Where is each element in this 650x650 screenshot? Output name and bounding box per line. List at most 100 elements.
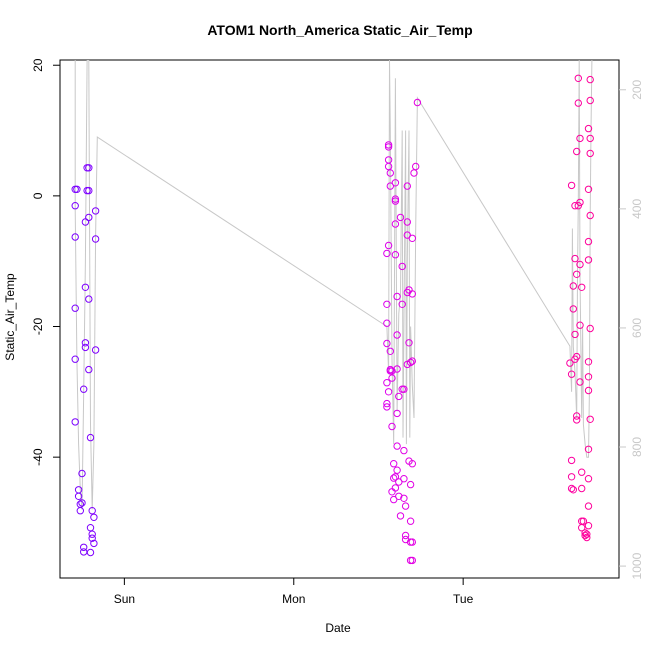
data-point [388, 367, 396, 375]
data-point [584, 256, 593, 264]
data-point [410, 169, 418, 177]
data-point [393, 292, 401, 301]
data-point [578, 468, 586, 476]
series-line [74, 60, 593, 510]
data-point [584, 445, 593, 453]
data-point [400, 446, 408, 455]
data-point [393, 466, 401, 474]
data-point [71, 233, 79, 241]
plot-frame [59, 59, 620, 579]
data-point [393, 442, 401, 450]
data-point [78, 469, 86, 478]
data-point [567, 370, 576, 378]
y-axis-label: Static_Air_Temp [3, 273, 17, 361]
data-point [86, 524, 95, 532]
right-tick-label: 200 [630, 79, 644, 99]
data-point [395, 392, 403, 401]
data-point [573, 416, 581, 424]
right-tick-label: 800 [630, 437, 644, 457]
data-point [408, 538, 416, 546]
data-point [80, 385, 88, 393]
data-point [85, 295, 93, 303]
data-point [388, 488, 396, 496]
data-point [390, 495, 398, 504]
data-point [584, 358, 593, 366]
data-point [85, 164, 93, 172]
data-point [74, 492, 83, 500]
data-point [408, 460, 416, 468]
data-point [584, 373, 593, 381]
x-tick-label: Mon [282, 592, 305, 606]
data-point [569, 282, 577, 290]
data-point [586, 149, 594, 158]
data-point [395, 478, 403, 486]
data-point [85, 365, 93, 374]
data-point [581, 531, 589, 540]
data-point [566, 359, 574, 367]
data-point [393, 331, 401, 339]
data-point [90, 539, 98, 548]
data-point [383, 300, 391, 308]
data-point [400, 494, 408, 502]
data-point [408, 556, 416, 565]
right-tick-label: 600 [630, 318, 644, 338]
data-point [584, 237, 593, 246]
data-point [78, 499, 86, 507]
data-point [383, 403, 391, 411]
right-tick-label: 1000 [630, 552, 644, 579]
data-point [405, 339, 413, 347]
data-point [74, 486, 83, 494]
data-point [406, 358, 415, 367]
data-point [408, 357, 416, 365]
data-point [90, 513, 98, 521]
data-point [388, 374, 396, 382]
data-point [391, 195, 400, 203]
data-point [395, 492, 403, 500]
data-point [586, 96, 594, 105]
chart-title: ATOM1 North_America Static_Air_Temp [207, 22, 472, 38]
data-point [567, 484, 576, 493]
data-point [86, 548, 95, 557]
data-point [571, 254, 579, 263]
data-point [386, 347, 394, 355]
data-point [85, 186, 93, 195]
x-tick-label: Sun [114, 592, 135, 606]
data-point [81, 283, 90, 291]
data-point [400, 475, 408, 483]
data-point [586, 324, 594, 333]
y-tick-label: 0 [31, 192, 45, 199]
data-point [76, 507, 85, 515]
data-point [81, 343, 90, 352]
data-point [573, 147, 581, 156]
data-point [586, 75, 594, 84]
data-point [85, 213, 93, 222]
data-point [584, 502, 593, 510]
data-point [574, 74, 582, 83]
data-point [384, 241, 393, 250]
data-point [573, 270, 581, 278]
data-point [584, 475, 593, 483]
data-point [88, 507, 96, 515]
data-point [384, 388, 393, 396]
data-point [583, 533, 591, 542]
data-point [567, 456, 576, 465]
data-point [583, 530, 591, 538]
data-point [91, 346, 100, 354]
y-tick-label: 20 [31, 58, 45, 72]
data-point [408, 234, 416, 243]
data-point [567, 181, 576, 190]
data-point [398, 300, 406, 308]
data-point [91, 207, 100, 215]
data-point [391, 484, 400, 492]
data-point [391, 473, 400, 481]
y-tick-label: -20 [31, 318, 45, 336]
data-point [88, 534, 96, 542]
data-point [398, 262, 406, 271]
data-point [576, 378, 584, 386]
data-point [396, 512, 405, 520]
data-point [393, 365, 401, 373]
right-tick-label: 400 [630, 199, 644, 219]
data-point [71, 304, 79, 312]
data-point [406, 517, 415, 525]
data-point [576, 198, 584, 207]
